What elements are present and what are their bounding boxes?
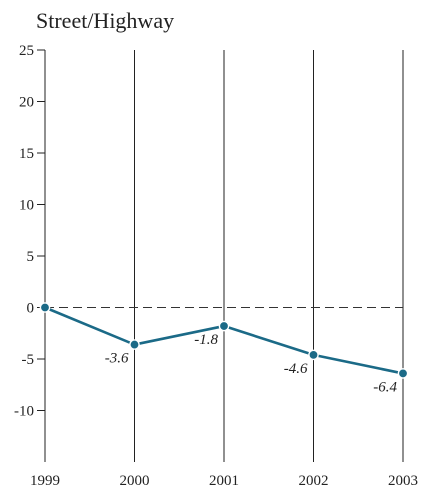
x-tick-label-2000: 2000 (120, 473, 150, 489)
chart-title: Street/Highway (36, 8, 174, 33)
y-tick-label--5: -5 (22, 352, 35, 368)
x-tick-label-2002: 2002 (299, 473, 329, 489)
data-labels: -3.6 -1.8 -4.6 -6.4 (105, 332, 398, 395)
x-tick-label-2001: 2001 (209, 473, 239, 489)
data-label-2000: -3.6 (105, 351, 129, 367)
data-point-2001 (218, 320, 230, 332)
x-tick-label-1999: 1999 (30, 473, 60, 489)
y-axis (37, 49, 46, 462)
x-tick-labels: 1999 2000 2001 2002 2003 (30, 473, 418, 489)
data-points (39, 302, 409, 379)
data-label-2003: -6.4 (373, 379, 397, 395)
y-tick-label-0: 0 (27, 301, 35, 317)
data-point-2000 (129, 339, 140, 350)
y-tick-label-25: 25 (19, 43, 34, 59)
data-label-2002: -4.6 (284, 361, 308, 377)
y-tick-label-10: 10 (19, 198, 34, 214)
y-tick-labels: 25 20 15 10 5 0 -5 -10 (14, 43, 34, 420)
y-tick-label-20: 20 (19, 95, 34, 111)
data-point-2003 (397, 368, 409, 379)
data-point-1999 (39, 302, 51, 313)
data-point-2002 (308, 349, 319, 361)
vertical-grid (134, 50, 404, 462)
y-tick-label-15: 15 (19, 146, 34, 162)
x-tick-label-2003: 2003 (388, 473, 418, 489)
y-tick-label--10: -10 (14, 404, 34, 420)
y-tick-label-5: 5 (27, 249, 35, 265)
data-label-2001: -1.8 (194, 332, 218, 348)
